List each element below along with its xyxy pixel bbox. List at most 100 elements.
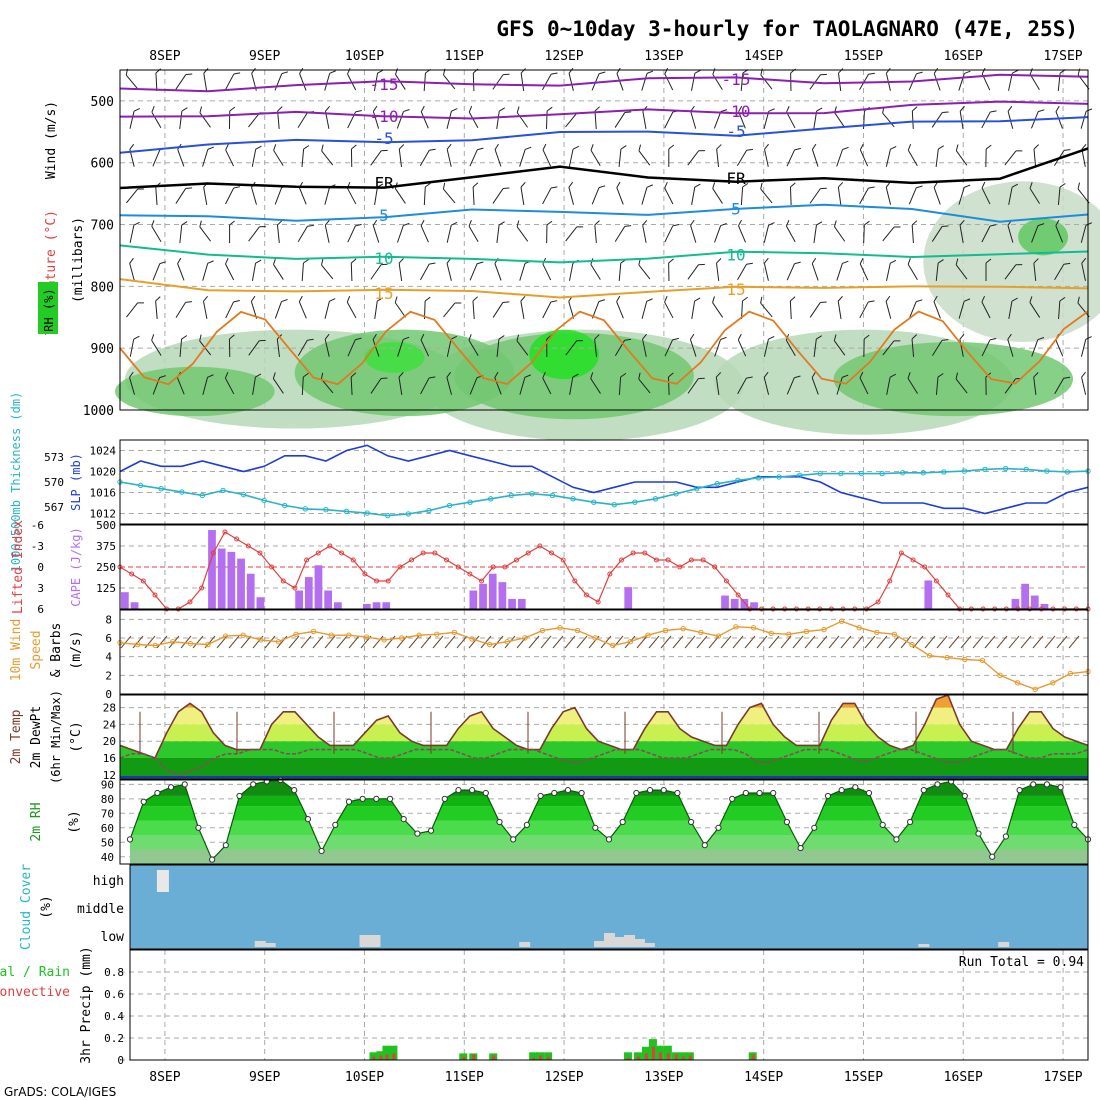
lifted-index-point (618, 557, 624, 563)
wind-barb-staff (933, 187, 941, 205)
wind-barb (716, 258, 722, 281)
wind-barb (202, 146, 214, 167)
wind-barb-staff (397, 339, 404, 357)
wind-barb-flag (428, 376, 436, 379)
wind-barb-flag (372, 333, 377, 340)
slp-tick-label: 1020 (90, 466, 117, 479)
wind-barb (1057, 183, 1066, 206)
wind-barb (202, 295, 209, 319)
wind-axis-label: Wind (m/s) (44, 101, 59, 179)
precip-convective-bar (492, 1055, 496, 1060)
precip-total-bar (382, 1045, 391, 1060)
lifted-index-point (222, 529, 228, 535)
wind-barb-staff (933, 301, 941, 319)
thickness-tick-label: 567 (44, 501, 64, 514)
wind-barb-flag (225, 143, 229, 151)
wind-barb-flag (937, 259, 944, 264)
temperature-contour-line (119, 278, 1089, 299)
wind-barb (616, 295, 624, 319)
wind-barb-staff (958, 301, 965, 319)
date-label-top: 14SEP (744, 49, 783, 64)
wind-speed-point (205, 641, 211, 648)
wind-barb (324, 70, 336, 91)
wind-barb-staff (568, 149, 574, 167)
wind-barb (397, 336, 410, 357)
wind-barb (125, 68, 139, 90)
chart-title: GFS 0~10day 3-hourly for TAOLAGNARO (47E… (496, 17, 1078, 41)
cloud-row-label: low (101, 930, 125, 945)
cape-tick-label: 500 (96, 519, 116, 532)
wind-barb-flag (938, 145, 945, 150)
wind-barb-flag (811, 371, 816, 378)
wind-barb-staff (516, 340, 529, 356)
wind-barb (852, 635, 864, 649)
thickness-point (220, 487, 226, 494)
wind-barb (175, 187, 193, 204)
wind-barb (229, 220, 235, 243)
wind-barb-flag (942, 225, 949, 227)
low-cloud-cell (254, 941, 266, 947)
low-cloud-cell (623, 935, 635, 947)
wind-barb (813, 335, 823, 357)
wind-barb-flag (321, 258, 324, 266)
wind-barb (192, 635, 204, 649)
wind-barb-flag (964, 184, 971, 188)
wind-barb (398, 258, 404, 281)
wind-barb (1058, 296, 1066, 320)
wind-barb-staff (882, 340, 895, 356)
rh-tick-label: 70 (101, 807, 114, 820)
pressure-tick-label: 900 (91, 342, 114, 357)
wind-barb-flag (1037, 337, 1045, 341)
rh-point (838, 787, 845, 794)
wind-barb (494, 143, 502, 167)
wind-barb-staff (179, 111, 183, 129)
wind-barb (911, 106, 918, 130)
wind-barb-flag (155, 296, 161, 302)
wind-barb-flag (355, 110, 362, 113)
wind-barb-staff (568, 301, 575, 319)
wind-barb-staff (398, 377, 403, 395)
rh-point (824, 792, 832, 800)
wind-barb-flag (820, 73, 827, 76)
wind-barb-flag (664, 67, 669, 75)
cloud-row-label: middle (77, 902, 124, 917)
wind-barb (924, 635, 936, 649)
wind-barb-staff (542, 301, 552, 319)
cape-bar (227, 551, 236, 609)
rh-point (345, 798, 353, 805)
wind-barb-flag (694, 297, 701, 302)
wind-barb-staff (981, 339, 991, 357)
wind-barb (1081, 257, 1087, 281)
date-label-bottom: 17SEP (1043, 1070, 1082, 1085)
rh-point (1057, 784, 1064, 791)
wind-barb-flag (185, 301, 192, 303)
precip-legend-total: Total / Rain (0, 965, 70, 980)
wind-barb-flag (1037, 223, 1045, 227)
rh-point (195, 824, 202, 831)
wind-barb-flag (985, 144, 992, 150)
wind-barb (398, 372, 404, 395)
precip-convective-bar (472, 1054, 476, 1060)
wind-barb-staff (908, 301, 917, 319)
wind-barb-flag (941, 339, 949, 341)
wind-barb-staff (907, 378, 918, 394)
wind-barb-staff (932, 340, 943, 356)
wind-barb-staff (638, 150, 651, 166)
wind-barb (423, 296, 431, 320)
wind-barb (468, 106, 479, 129)
wind-barb (298, 295, 307, 319)
wind-barb-flag (381, 149, 388, 152)
date-label-bottom: 11SEP (445, 1070, 484, 1085)
wind-barb-flag (502, 301, 510, 303)
wind-barb-staff (179, 338, 183, 358)
wind-barb (446, 371, 453, 395)
wind-barb-flag (185, 73, 193, 76)
lifted-index-point (933, 578, 939, 584)
rh-point (126, 836, 134, 843)
wind-barb-staff (908, 187, 917, 205)
wind-barb (370, 377, 388, 394)
wind-barb-flag (768, 108, 775, 112)
wind-barb-flag (468, 106, 473, 113)
panel-frame (119, 439, 1089, 525)
wind-barb (423, 182, 431, 206)
